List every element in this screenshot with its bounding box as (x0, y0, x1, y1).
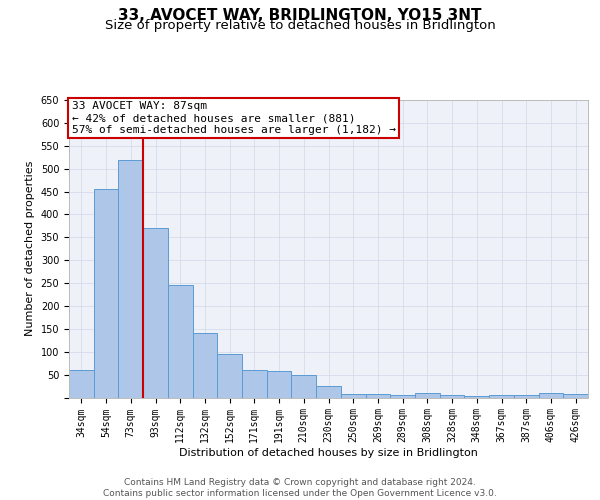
Bar (514, 395, 539, 398)
Bar (242, 370, 267, 398)
Bar (143, 228, 168, 398)
Bar (217, 354, 242, 398)
Bar (193, 334, 217, 398)
Bar (390, 395, 415, 398)
Y-axis label: Number of detached properties: Number of detached properties (25, 161, 35, 336)
Text: Size of property relative to detached houses in Bridlington: Size of property relative to detached ho… (104, 19, 496, 32)
Bar (69, 370, 94, 398)
Text: 33, AVOCET WAY, BRIDLINGTON, YO15 3NT: 33, AVOCET WAY, BRIDLINGTON, YO15 3NT (118, 8, 482, 22)
Bar (539, 393, 563, 398)
X-axis label: Distribution of detached houses by size in Bridlington: Distribution of detached houses by size … (179, 448, 478, 458)
Bar (292, 374, 316, 398)
Bar (94, 189, 118, 398)
Bar (489, 395, 514, 398)
Bar (365, 394, 390, 398)
Text: 33 AVOCET WAY: 87sqm
← 42% of detached houses are smaller (881)
57% of semi-deta: 33 AVOCET WAY: 87sqm ← 42% of detached h… (71, 102, 395, 134)
Bar (118, 160, 143, 398)
Bar (563, 394, 588, 398)
Bar (341, 394, 365, 398)
Bar (168, 286, 193, 398)
Bar (415, 393, 440, 398)
Text: Contains HM Land Registry data © Crown copyright and database right 2024.
Contai: Contains HM Land Registry data © Crown c… (103, 478, 497, 498)
Bar (440, 395, 464, 398)
Bar (316, 386, 341, 398)
Bar (464, 396, 489, 398)
Bar (267, 372, 292, 398)
